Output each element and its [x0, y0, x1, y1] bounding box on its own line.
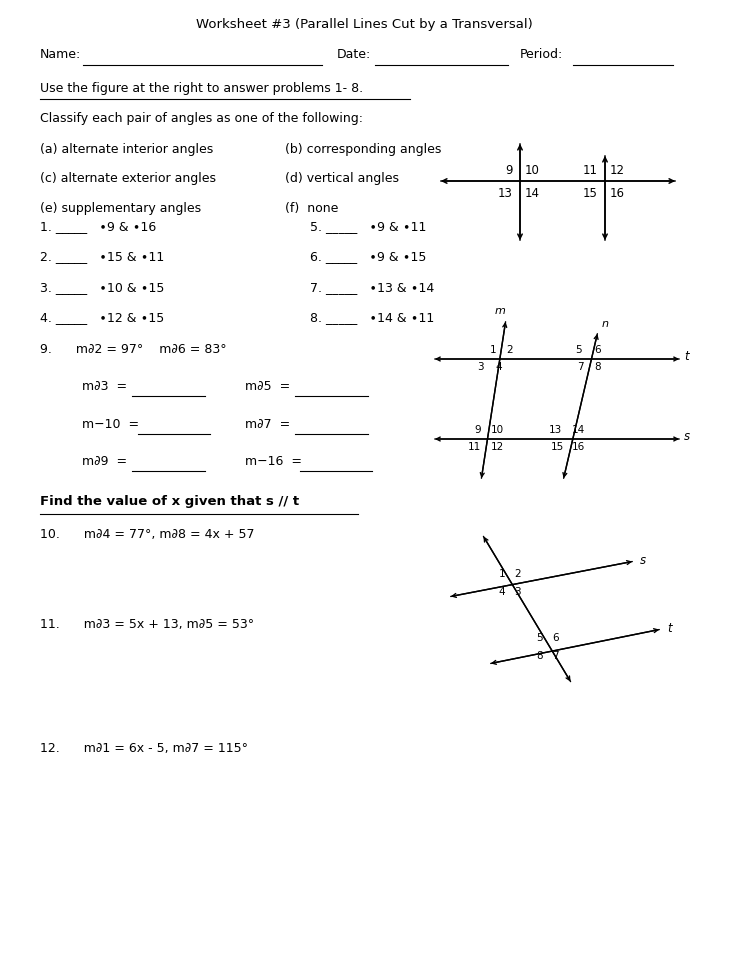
Text: m∂7  =: m∂7 =	[245, 418, 290, 430]
Text: (b) corresponding angles: (b) corresponding angles	[285, 142, 441, 156]
Text: 10: 10	[491, 424, 504, 434]
Text: (a) alternate interior angles: (a) alternate interior angles	[40, 142, 214, 156]
Text: 8: 8	[537, 650, 543, 660]
Text: n: n	[602, 319, 609, 328]
Text: 12.      m∂1 = 6x - 5, m∂7 = 115°: 12. m∂1 = 6x - 5, m∂7 = 115°	[40, 741, 248, 754]
Text: Find the value of x given that s // t: Find the value of x given that s // t	[40, 494, 299, 508]
Text: 8. _____   ∙14 & ∙11: 8. _____ ∙14 & ∙11	[310, 311, 434, 325]
Text: m∂9  =: m∂9 =	[82, 455, 127, 468]
Text: 3. _____   ∙10 & ∙15: 3. _____ ∙10 & ∙15	[40, 281, 164, 294]
Text: 9: 9	[505, 164, 513, 176]
Text: 11.      m∂3 = 5x + 13, m∂5 = 53°: 11. m∂3 = 5x + 13, m∂5 = 53°	[40, 617, 254, 631]
Text: 10.      m∂4 = 77°, m∂8 = 4x + 57: 10. m∂4 = 77°, m∂8 = 4x + 57	[40, 527, 254, 541]
Text: 15: 15	[583, 187, 598, 200]
Text: t: t	[667, 622, 671, 635]
Text: m∂3  =: m∂3 =	[82, 380, 127, 393]
Text: 1. _____   ∙9 & ∙16: 1. _____ ∙9 & ∙16	[40, 220, 156, 233]
Text: 14: 14	[572, 424, 585, 434]
Text: 3: 3	[514, 586, 521, 596]
Text: 5: 5	[575, 345, 582, 355]
Text: s: s	[684, 430, 690, 443]
Text: Worksheet #3 (Parallel Lines Cut by a Transversal): Worksheet #3 (Parallel Lines Cut by a Tr…	[196, 18, 533, 31]
Text: 7: 7	[552, 650, 558, 660]
Text: 6: 6	[552, 633, 558, 642]
Text: Name:: Name:	[40, 47, 81, 61]
Text: 10: 10	[525, 164, 540, 176]
Text: 9: 9	[475, 424, 481, 434]
Text: (f)  none: (f) none	[285, 202, 338, 215]
Text: 13: 13	[498, 187, 513, 200]
Text: Period:: Period:	[520, 47, 564, 61]
Text: Date:: Date:	[337, 47, 371, 61]
Text: 12: 12	[610, 164, 625, 176]
Text: 7. _____   ∙13 & ∙14: 7. _____ ∙13 & ∙14	[310, 281, 434, 294]
Text: 11: 11	[468, 442, 481, 452]
Text: m−10  =: m−10 =	[82, 418, 139, 430]
Text: 4: 4	[499, 586, 505, 596]
Text: 16: 16	[572, 442, 585, 452]
Text: 1: 1	[489, 345, 496, 355]
Text: 4. _____   ∙12 & ∙15: 4. _____ ∙12 & ∙15	[40, 311, 164, 325]
Text: 11: 11	[583, 164, 598, 176]
Text: m∂5  =: m∂5 =	[245, 380, 290, 393]
Text: t: t	[684, 350, 689, 363]
Text: 2. _____   ∙15 & ∙11: 2. _____ ∙15 & ∙11	[40, 250, 164, 264]
Text: 6: 6	[594, 345, 601, 355]
Text: 2: 2	[514, 569, 521, 578]
Text: Use the figure at the right to answer problems 1- 8.: Use the figure at the right to answer pr…	[40, 82, 363, 95]
Text: 6. _____   ∙9 & ∙15: 6. _____ ∙9 & ∙15	[310, 250, 426, 264]
Text: 5: 5	[537, 633, 543, 642]
Text: 7: 7	[577, 361, 584, 372]
Text: m: m	[494, 305, 505, 316]
Text: 8: 8	[594, 361, 601, 372]
Text: 4: 4	[495, 361, 502, 372]
Text: 1: 1	[499, 569, 505, 578]
Text: Classify each pair of angles as one of the following:: Classify each pair of angles as one of t…	[40, 111, 363, 125]
Text: (e) supplementary angles: (e) supplementary angles	[40, 202, 201, 215]
Text: 12: 12	[491, 442, 504, 452]
Text: 13: 13	[549, 424, 562, 434]
Text: 9.      m∂2 = 97°    m∂6 = 83°: 9. m∂2 = 97° m∂6 = 83°	[40, 343, 227, 356]
Text: 16: 16	[610, 187, 625, 200]
Text: 5. _____   ∙9 & ∙11: 5. _____ ∙9 & ∙11	[310, 220, 426, 233]
Text: 2: 2	[506, 345, 512, 355]
Text: 3: 3	[477, 361, 484, 372]
Text: m−16  =: m−16 =	[245, 455, 302, 468]
Text: (c) alternate exterior angles: (c) alternate exterior angles	[40, 172, 216, 185]
Text: s: s	[640, 554, 646, 567]
Text: 14: 14	[525, 187, 540, 200]
Text: 15: 15	[550, 442, 564, 452]
Text: (d) vertical angles: (d) vertical angles	[285, 172, 399, 185]
